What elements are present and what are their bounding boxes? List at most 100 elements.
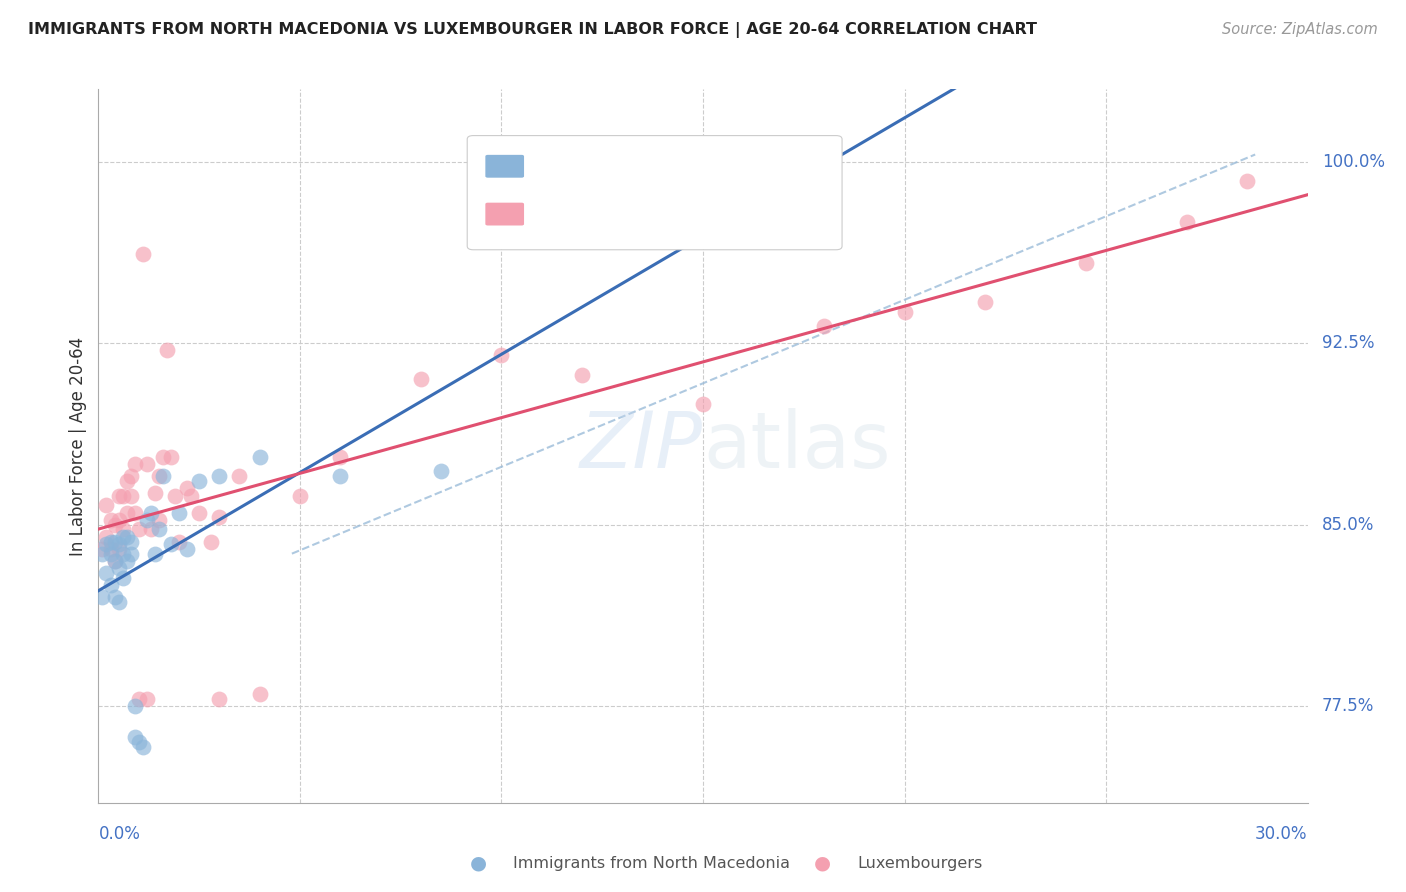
Text: Immigrants from North Macedonia: Immigrants from North Macedonia [513,856,790,871]
Point [167,534,190,549]
Point [96,566,118,580]
Point [148,513,170,527]
Point [103,590,125,604]
Point [143,486,166,500]
Point [1236,174,1258,188]
Point [128,735,150,749]
FancyBboxPatch shape [467,136,842,250]
Point [124,699,146,714]
Point [1175,215,1198,229]
Point [115,554,138,568]
Point [135,513,157,527]
Point [132,246,155,260]
Point [91,590,114,604]
Point [96,498,118,512]
Point [430,464,453,478]
Text: 77.5%: 77.5% [1322,697,1374,715]
Text: atlas: atlas [703,408,890,484]
Point [100,578,122,592]
Text: ZIP: ZIP [581,408,703,484]
FancyBboxPatch shape [485,155,524,178]
Text: 0.0%: 0.0% [98,825,141,843]
Point [107,537,129,551]
Point [100,534,122,549]
Text: N = 38: N = 38 [682,157,744,175]
Point [107,561,129,575]
Point [176,481,198,495]
Point [107,489,129,503]
Point [103,554,125,568]
Text: R = 0.596: R = 0.596 [536,205,627,223]
Point [813,319,835,334]
Point [160,450,183,464]
Point [409,372,432,386]
Point [128,691,150,706]
Point [103,517,125,532]
Point [124,457,146,471]
Point [91,541,114,556]
Point [120,489,142,503]
Point [148,523,170,537]
Text: 85.0%: 85.0% [1322,516,1374,533]
Point [103,554,125,568]
Point [491,348,513,362]
Point [152,469,174,483]
Point [139,523,162,537]
Point [91,547,114,561]
Text: 30.0%: 30.0% [1256,825,1308,843]
Point [974,295,997,310]
Point [288,489,311,503]
Text: Source: ZipAtlas.com: Source: ZipAtlas.com [1222,22,1378,37]
Point [115,474,138,488]
Text: N = 52: N = 52 [682,205,744,223]
Point [692,397,714,411]
Point [120,547,142,561]
Point [107,595,129,609]
Point [96,537,118,551]
Point [180,489,202,503]
Y-axis label: In Labor Force | Age 20-64: In Labor Force | Age 20-64 [69,336,87,556]
Point [100,547,122,561]
Point [176,541,198,556]
Point [111,530,134,544]
Point [128,523,150,537]
Point [893,304,915,318]
Point [228,469,250,483]
Point [103,534,125,549]
Point [96,530,118,544]
Text: IMMIGRANTS FROM NORTH MACEDONIA VS LUXEMBOURGER IN LABOR FORCE | AGE 20-64 CORRE: IMMIGRANTS FROM NORTH MACEDONIA VS LUXEM… [28,22,1038,38]
Point [139,506,162,520]
Point [200,534,222,549]
Point [124,731,146,745]
Text: 100.0%: 100.0% [1322,153,1385,170]
Point [100,513,122,527]
Point [249,687,271,701]
Point [208,691,231,706]
Point [107,513,129,527]
FancyBboxPatch shape [485,202,524,226]
Point [329,469,352,483]
Point [124,506,146,520]
Point [167,506,190,520]
Point [120,534,142,549]
Point [329,450,352,464]
Point [249,450,271,464]
Point [143,547,166,561]
Point [132,740,155,755]
Point [188,506,211,520]
Point [111,489,134,503]
Point [163,489,186,503]
Point [571,368,593,382]
Point [111,571,134,585]
Point [208,469,231,483]
Point [115,530,138,544]
Point [152,450,174,464]
Point [135,457,157,471]
Text: R = 0.498: R = 0.498 [536,157,627,175]
Text: ●: ● [470,854,486,873]
Point [160,537,183,551]
Point [100,541,122,556]
Text: ●: ● [814,854,831,873]
Point [115,506,138,520]
Point [135,691,157,706]
